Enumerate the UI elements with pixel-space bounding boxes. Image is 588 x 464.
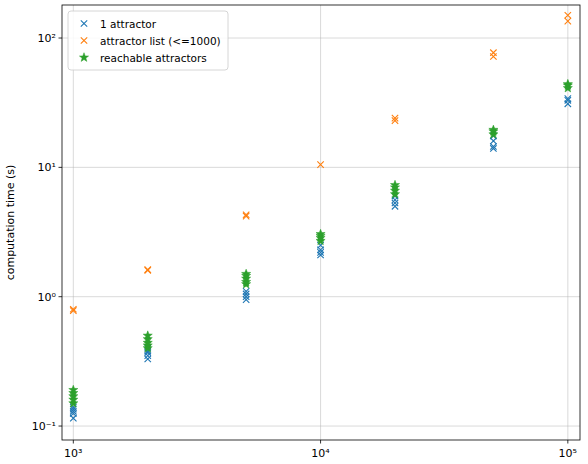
legend-label: reachable attractors (100, 52, 207, 64)
series (70, 95, 571, 421)
y-axis-label: computation time (s) (4, 165, 17, 281)
y-grid-line (62, 167, 580, 168)
legend-label: 1 attractor (100, 18, 157, 30)
x-tick-label: 10⁵ (559, 447, 577, 460)
legend-box (68, 11, 228, 70)
y-grid-line (62, 426, 580, 427)
plot-frame (62, 5, 580, 440)
point (563, 79, 572, 88)
legend-marker (81, 20, 87, 26)
point (489, 125, 498, 134)
point (392, 200, 398, 206)
point (69, 385, 78, 394)
point (145, 356, 151, 362)
y-grid-line (62, 296, 580, 297)
x-tick-label: 10⁴ (311, 447, 330, 460)
point (143, 331, 152, 340)
point (70, 307, 76, 313)
x-tick-label: 10³ (64, 447, 82, 460)
point (70, 306, 76, 312)
point (243, 212, 249, 218)
point (565, 12, 571, 18)
chart: 10³ 10⁴ 10⁵ 10⁻¹ 10⁰ 10¹ 10² computation time (… (0, 0, 588, 464)
y-tick (59, 167, 63, 168)
point (145, 267, 151, 273)
y-tick-label: 10² (38, 32, 56, 45)
point (390, 180, 399, 189)
y-tick (59, 426, 63, 427)
x-tick (567, 440, 568, 444)
point (242, 269, 251, 278)
point (565, 18, 571, 24)
point (243, 213, 249, 219)
plot-area (69, 12, 573, 421)
y-tick (59, 296, 63, 297)
background (0, 0, 588, 464)
y-tick-label: 10⁻¹ (32, 420, 56, 433)
grid (62, 5, 580, 440)
x-grid-line (320, 5, 321, 440)
series (70, 12, 571, 314)
point (317, 161, 323, 167)
point (565, 95, 571, 101)
x-grid-line (567, 5, 568, 440)
legend: 1 attractor attractor list (<=1000) reacha… (68, 11, 228, 70)
point (490, 49, 496, 55)
point (316, 229, 325, 238)
point (392, 203, 398, 209)
legend-marker (79, 53, 88, 62)
point (145, 266, 151, 272)
legend-marker (81, 37, 87, 43)
y-tick-label: 10¹ (38, 161, 56, 174)
legend-label: attractor list (<=1000) (100, 35, 221, 47)
series (69, 79, 573, 407)
point (490, 143, 496, 149)
x-tick (320, 440, 321, 444)
y-tick (59, 38, 63, 39)
point (392, 115, 398, 121)
y-tick-label: 10⁰ (38, 291, 57, 304)
point (243, 288, 249, 294)
x-tick (73, 440, 74, 444)
